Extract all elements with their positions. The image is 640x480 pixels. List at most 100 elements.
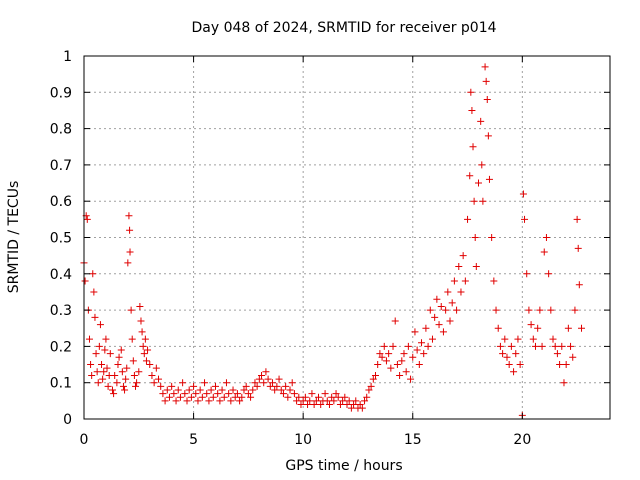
y-tick-label: 0.8	[50, 122, 72, 138]
y-tick-labels: 0 0.1 0.2 0.3 0.4 0.5 0.6 0.7 0.8 0.9 1	[50, 49, 72, 428]
data-point	[126, 226, 134, 234]
data-point	[207, 386, 215, 394]
data-point	[117, 346, 125, 354]
data-point	[468, 106, 476, 114]
data-point	[304, 400, 312, 408]
data-point	[312, 397, 320, 405]
data-point	[124, 259, 132, 267]
data-point	[492, 306, 500, 314]
data-point	[378, 353, 386, 361]
data-point	[111, 371, 119, 379]
data-point	[510, 368, 518, 376]
data-point	[527, 321, 535, 329]
y-tick-label: 0.5	[50, 231, 72, 247]
data-point	[98, 361, 106, 369]
data-point	[132, 382, 140, 390]
data-point	[279, 390, 287, 398]
data-point	[286, 386, 294, 394]
data-point	[542, 234, 550, 241]
data-point	[183, 397, 191, 405]
x-tick-labels: 0 5 10 15 20	[80, 432, 532, 448]
data-point	[96, 321, 104, 329]
data-point	[365, 386, 373, 394]
y-tick-label: 0.7	[50, 158, 72, 174]
data-point	[424, 342, 432, 350]
data-point	[507, 342, 515, 350]
data-point	[363, 393, 371, 401]
data-point	[339, 397, 347, 405]
y-tick-label: 0.3	[50, 303, 72, 319]
data-point	[418, 339, 426, 347]
data-point	[168, 382, 176, 390]
data-point	[114, 361, 122, 369]
data-point	[562, 361, 570, 369]
data-point	[336, 400, 344, 408]
data-point	[264, 375, 272, 383]
data-point	[222, 379, 230, 387]
data-point	[404, 342, 412, 350]
data-point	[564, 324, 572, 332]
data-point	[387, 364, 395, 372]
data-point	[144, 346, 152, 354]
y-tick-label: 0.6	[50, 194, 72, 210]
data-point	[253, 382, 261, 390]
data-point	[343, 400, 351, 408]
data-point	[396, 371, 404, 379]
grid-lines	[84, 56, 610, 419]
data-point	[198, 393, 206, 401]
data-point	[501, 335, 509, 343]
data-point	[165, 393, 173, 401]
data-point	[472, 263, 480, 271]
data-point	[540, 248, 548, 256]
data-point	[450, 277, 458, 285]
data-point	[393, 361, 401, 369]
data-point	[247, 393, 255, 401]
data-point	[227, 397, 235, 405]
data-point	[139, 342, 147, 350]
data-point	[347, 404, 355, 412]
data-point	[317, 400, 325, 408]
data-point	[549, 335, 557, 343]
data-point	[275, 375, 283, 383]
data-point	[146, 361, 154, 369]
data-point	[499, 350, 507, 358]
data-point	[205, 397, 213, 405]
data-point	[172, 397, 180, 405]
data-point	[284, 393, 292, 401]
data-point	[310, 400, 318, 408]
data-point	[477, 117, 485, 125]
data-point	[341, 393, 349, 401]
data-point	[569, 353, 577, 361]
data-point	[415, 361, 423, 369]
data-point	[328, 393, 336, 401]
data-point	[367, 382, 375, 390]
chart-title: Day 048 of 2024, SRMTID for receiver p01…	[191, 20, 496, 36]
data-point	[212, 382, 219, 390]
data-point	[238, 393, 246, 401]
data-point	[334, 393, 342, 401]
data-point	[516, 361, 524, 369]
data-point	[553, 350, 561, 358]
data-point	[129, 357, 137, 365]
data-point	[137, 317, 145, 325]
data-point	[108, 386, 116, 394]
data-point	[578, 324, 586, 332]
data-point	[185, 386, 193, 394]
data-point	[556, 361, 564, 369]
y-tick-label: 0.4	[50, 267, 72, 283]
data-point	[442, 306, 450, 314]
data-point	[301, 393, 309, 401]
data-point	[181, 390, 189, 398]
data-point	[81, 277, 89, 285]
data-point	[323, 397, 331, 405]
data-point	[179, 379, 187, 387]
data-point	[101, 346, 109, 354]
data-point	[152, 364, 160, 372]
axis-ticks	[83, 55, 610, 420]
data-point	[398, 357, 406, 365]
data-point	[356, 400, 364, 408]
data-point	[464, 215, 472, 223]
data-point	[225, 390, 233, 398]
data-point	[529, 335, 537, 343]
data-point	[277, 386, 285, 394]
